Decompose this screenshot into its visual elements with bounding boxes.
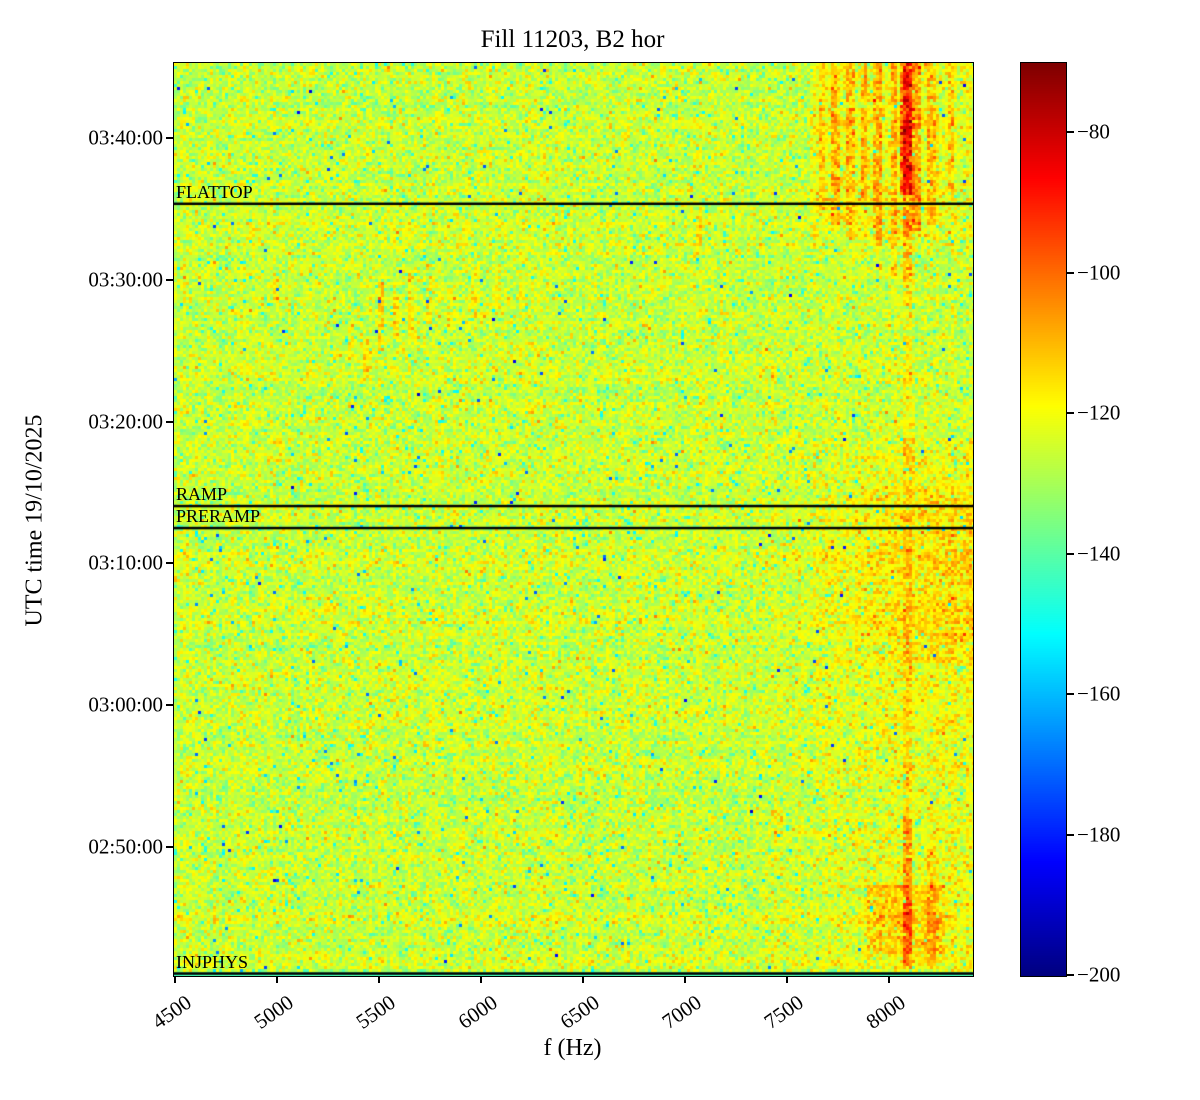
x-tick-mark (786, 976, 789, 983)
y-tick-mark (166, 136, 173, 139)
colorbar (1020, 62, 1067, 977)
heatmap-plot-area (173, 62, 974, 977)
y-tick-label: 02:50:00 (88, 834, 163, 859)
plot-title: Fill 11203, B2 hor (480, 26, 665, 53)
colorbar-tick-mark (1067, 833, 1074, 836)
colorbar-tick-label: −200 (1077, 962, 1121, 987)
colorbar-tick-label: −120 (1077, 400, 1121, 425)
y-tick-mark (166, 562, 173, 565)
colorbar-tick-label: −160 (1077, 681, 1121, 706)
x-tick-mark (582, 976, 585, 983)
colorbar-tick-label: −80 (1077, 119, 1110, 144)
x-tick-label: 7500 (759, 990, 808, 1034)
spectrogram-canvas (174, 63, 973, 976)
y-tick-label: 03:00:00 (88, 692, 163, 717)
y-tick-label: 03:20:00 (88, 409, 163, 434)
colorbar-tick-mark (1067, 131, 1074, 134)
x-tick-label: 6500 (555, 990, 604, 1034)
colorbar-tick-mark (1067, 271, 1074, 274)
colorbar-tick-mark (1067, 552, 1074, 555)
x-tick-label: 8000 (861, 990, 910, 1034)
x-tick-mark (480, 976, 483, 983)
x-axis-label: f (Hz) (543, 1035, 602, 1061)
x-tick-label: 6000 (453, 990, 502, 1034)
y-tick-mark (166, 704, 173, 707)
x-tick-label: 5500 (351, 990, 400, 1034)
region-label-ramp: RAMP (176, 484, 228, 505)
x-tick-mark (276, 976, 279, 983)
y-tick-mark (166, 420, 173, 423)
x-tick-mark (378, 976, 381, 983)
colorbar-tick-label: −180 (1077, 822, 1121, 847)
y-axis-label: UTC time 19/10/2025 (21, 414, 48, 627)
region-label-injphys: INJPHYS (176, 951, 249, 972)
colorbar-tick-mark (1067, 693, 1074, 696)
colorbar-tick-mark (1067, 412, 1074, 415)
x-tick-mark (684, 976, 687, 983)
colorbar-canvas (1021, 63, 1066, 976)
x-tick-label: 4500 (147, 990, 196, 1034)
region-label-preramp: PRERAMP (176, 506, 261, 526)
colorbar-tick-label: −100 (1077, 260, 1121, 285)
x-tick-mark (174, 976, 177, 983)
y-tick-mark (166, 846, 173, 849)
region-label-flattop: FLATTOP (176, 181, 253, 202)
x-tick-label: 5000 (249, 990, 298, 1034)
colorbar-tick-label: −140 (1077, 541, 1121, 566)
colorbar-tick-mark (1067, 974, 1074, 976)
y-tick-mark (166, 278, 173, 281)
y-tick-label: 03:30:00 (88, 267, 163, 292)
y-tick-label: 03:10:00 (88, 550, 163, 575)
x-tick-mark (888, 976, 891, 983)
y-tick-label: 03:40:00 (88, 125, 163, 150)
x-tick-label: 7000 (657, 990, 706, 1034)
